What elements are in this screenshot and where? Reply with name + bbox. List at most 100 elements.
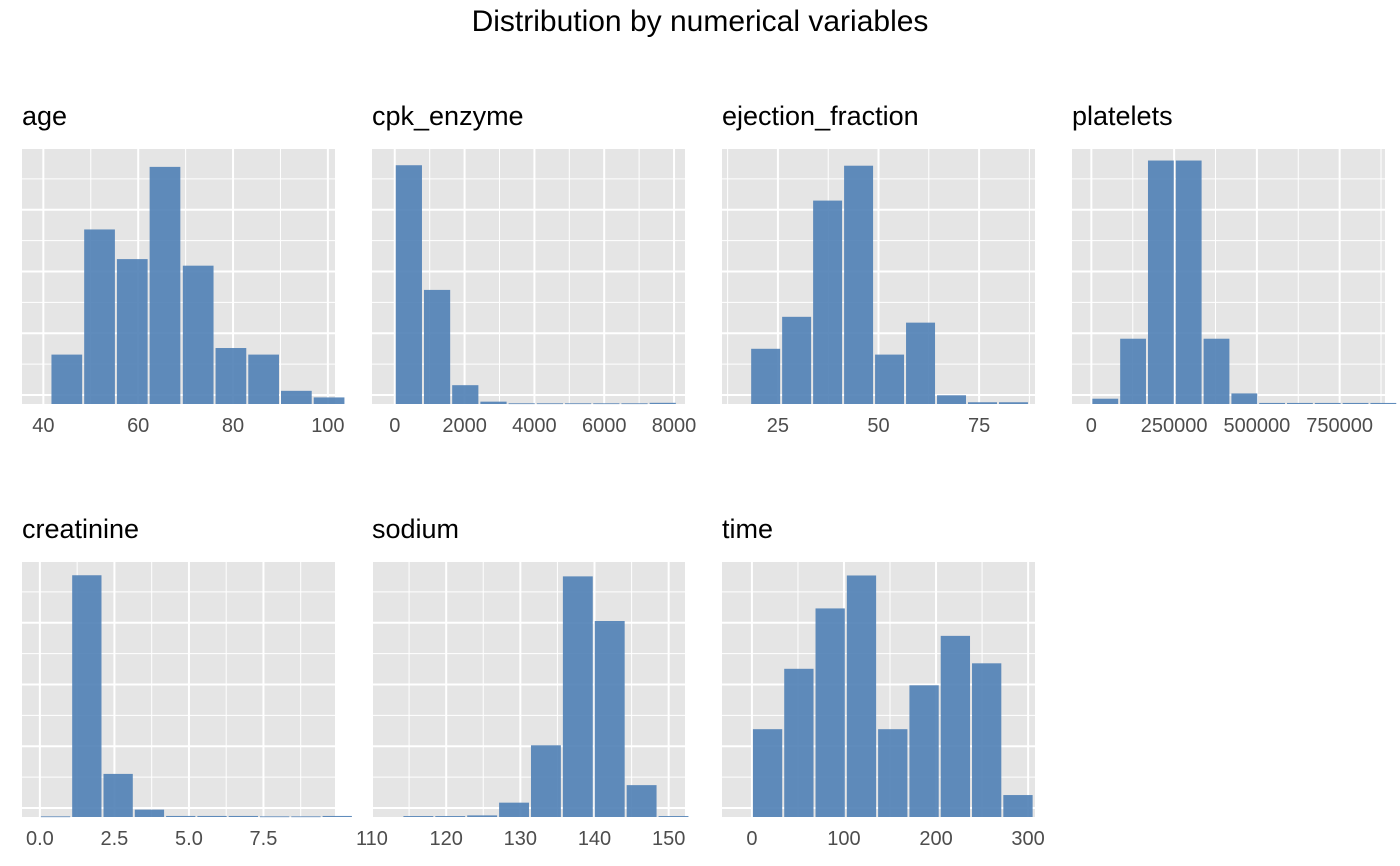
histogram-bar <box>72 575 102 817</box>
x-tick-label: 80 <box>222 415 244 437</box>
panel-time: time 0 100 200 300 <box>722 514 1045 850</box>
x-tick-label: 140 <box>578 828 611 850</box>
histogram-bar <box>1203 338 1230 404</box>
histogram-bar <box>649 402 676 404</box>
histogram-bar <box>134 809 165 817</box>
histogram-bar <box>435 816 466 817</box>
histogram-bar <box>313 397 345 404</box>
histogram-bar <box>51 354 83 404</box>
histogram-bar <box>1175 160 1202 404</box>
panel-sodium: sodium 110 120 130 140 150 <box>356 514 689 850</box>
histogram-bar <box>248 354 279 404</box>
histogram-bar <box>499 802 529 817</box>
histogram-bar <box>972 663 1002 817</box>
histogram-bar <box>259 816 290 818</box>
x-tick-label: 0 <box>1086 415 1097 437</box>
panel-age: age 40 60 80 100 <box>22 101 345 437</box>
x-tick-label: 500000 <box>1224 415 1291 437</box>
panel-background <box>22 560 335 817</box>
histogram-bar <box>1092 398 1119 404</box>
x-tick-label: 150 <box>652 828 685 850</box>
histogram-bar <box>1147 160 1174 404</box>
x-tick-label: 60 <box>127 415 149 437</box>
histogram-bar <box>1259 402 1286 404</box>
histogram-bar <box>166 815 196 817</box>
histogram-bar <box>752 729 783 817</box>
x-tick-label: 7.5 <box>250 828 278 850</box>
panel-ejection_fraction: ejection_fraction 25 50 75 <box>722 101 1035 437</box>
x-tick-label: 120 <box>429 828 462 850</box>
histogram-bar <box>565 403 592 405</box>
histogram-bar <box>813 200 843 404</box>
histogram-bar <box>215 348 247 404</box>
histogram-bar <box>621 403 648 405</box>
histogram-bar <box>906 322 936 404</box>
x-tick-label: 0.0 <box>26 828 54 850</box>
histogram-bar <box>1003 795 1033 817</box>
histogram-bar <box>968 402 997 404</box>
histogram-bar <box>467 815 498 817</box>
panel-title: ejection_fraction <box>722 101 919 131</box>
histogram-bar <box>182 265 214 404</box>
histogram-bar <box>875 354 905 404</box>
histogram-bar <box>1231 393 1258 404</box>
histogram-bar <box>423 289 451 404</box>
histogram-bar <box>782 316 812 404</box>
histogram-bar <box>658 816 689 817</box>
x-tick-label: 0 <box>746 828 757 850</box>
panel-title: age <box>22 101 67 131</box>
histogram-bar <box>149 166 181 404</box>
x-tick-label: 5.0 <box>175 828 203 850</box>
x-tick-label: 2.5 <box>101 828 129 850</box>
x-tick-label: 110 <box>356 828 388 850</box>
histogram-bar <box>480 401 507 404</box>
histogram-bar <box>751 348 781 404</box>
x-tick-label: 750000 <box>1306 415 1373 437</box>
histogram-bar <box>1287 402 1313 404</box>
x-tick-label: 50 <box>867 415 889 437</box>
histogram-bar <box>291 816 321 818</box>
histogram-bar <box>940 635 971 817</box>
x-tick-label: 40 <box>32 415 54 437</box>
x-tick-label: 130 <box>504 828 537 850</box>
histogram-bar <box>998 402 1028 404</box>
histogram-bar <box>452 385 479 404</box>
x-tick-label: 300 <box>1011 828 1044 850</box>
x-tick-label: 75 <box>968 415 990 437</box>
histogram-bar <box>40 816 71 818</box>
panel-title: platelets <box>1072 101 1173 131</box>
panel-platelets: platelets 0 250000 500000 750000 <box>1072 101 1397 437</box>
histogram-bar <box>1314 402 1341 404</box>
histogram-bar <box>846 575 877 817</box>
figure-title: Distribution by numerical variables <box>472 5 929 38</box>
histogram-bar <box>536 403 564 405</box>
x-tick-label: 25 <box>767 415 789 437</box>
histogram-bar <box>909 685 939 817</box>
x-tick-label: 8000 <box>652 415 697 437</box>
histogram-bar <box>1342 402 1369 404</box>
x-tick-label: 0 <box>389 415 400 437</box>
histogram-bar <box>1370 402 1397 404</box>
histogram-bar <box>116 259 148 404</box>
histogram-bar <box>562 576 593 817</box>
histogram-bar <box>84 229 115 404</box>
histogram-bar <box>280 390 312 404</box>
x-tick-label: 250000 <box>1141 415 1208 437</box>
panel-title: sodium <box>372 514 459 544</box>
histogram-bar <box>594 620 625 817</box>
histogram-bar <box>844 165 874 404</box>
x-tick-label: 2000 <box>442 415 487 437</box>
panel-title: cpk_enzyme <box>372 101 524 131</box>
histogram-bar <box>228 815 258 817</box>
x-tick-label: 4000 <box>512 415 557 437</box>
histogram-bar <box>103 773 133 817</box>
histogram-bar <box>937 395 967 404</box>
histogram-bar <box>508 403 535 405</box>
histogram-bar <box>626 785 657 817</box>
histogram-bar <box>322 815 352 817</box>
panel-background <box>372 560 685 817</box>
panel-title: creatinine <box>22 514 139 544</box>
histogram-bar <box>530 745 561 817</box>
panel-title: time <box>722 514 773 544</box>
